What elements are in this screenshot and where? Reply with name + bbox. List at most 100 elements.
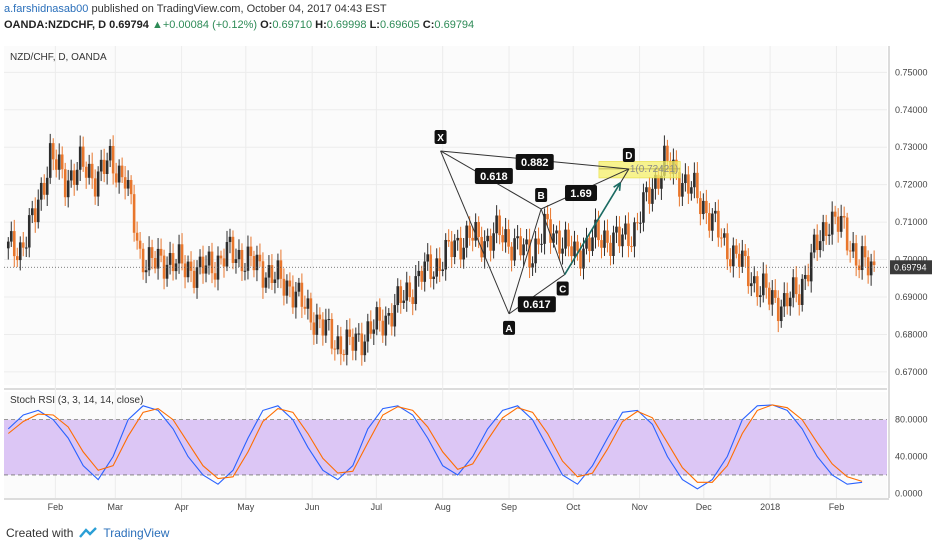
- candle-body: [573, 241, 576, 257]
- candle-body: [444, 239, 447, 270]
- candle-body: [21, 242, 25, 248]
- candle-body: [48, 143, 52, 178]
- candle-body: [69, 170, 73, 181]
- candle-body: [42, 182, 46, 195]
- candle-body: [726, 233, 729, 260]
- candle-body: [222, 258, 226, 267]
- candle-body: [243, 270, 247, 272]
- candle-body: [564, 229, 567, 249]
- ratio-box: [517, 296, 556, 313]
- candle-body: [851, 243, 855, 252]
- candle-body: [872, 261, 876, 266]
- osc-tick-label: 80.0000: [895, 415, 928, 425]
- change-text: +0.00084 (+0.12%): [162, 19, 258, 31]
- candle-body: [132, 194, 136, 233]
- candle-body: [770, 290, 774, 305]
- candle-body: [681, 183, 684, 197]
- candle-body: [375, 307, 379, 330]
- candle-body: [432, 276, 436, 280]
- candle-body: [869, 261, 873, 276]
- candle-body: [459, 237, 462, 260]
- candle-body: [462, 247, 465, 260]
- candle-body: [81, 146, 85, 167]
- stoch-line-d: [7, 404, 863, 483]
- candle-body: [195, 267, 199, 288]
- x-tick-label: Jun: [305, 502, 320, 512]
- candle-body: [186, 261, 190, 278]
- candle-body: [480, 236, 483, 258]
- candle-body: [189, 261, 193, 271]
- candle-body: [702, 200, 705, 215]
- candle-body: [240, 249, 244, 272]
- oscillator-title: Stoch RSI (3, 3, 14, 14, close): [10, 395, 143, 406]
- pattern-point-box: [622, 147, 635, 162]
- candle-body: [579, 250, 582, 269]
- candle-body: [711, 213, 714, 231]
- candle-body: [489, 235, 492, 251]
- candle-body: [408, 282, 412, 298]
- candle-body: [261, 261, 265, 288]
- candle-body: [27, 215, 31, 248]
- candle-body: [723, 233, 726, 238]
- candle-body: [827, 234, 831, 236]
- candle-body: [423, 261, 427, 282]
- candle-body: [12, 231, 16, 257]
- y-tick-label: 0.74000: [895, 105, 928, 115]
- candle-body: [540, 243, 543, 245]
- y-tick-label: 0.73000: [895, 142, 928, 152]
- candle-body: [36, 199, 40, 223]
- candle-body: [336, 336, 340, 350]
- y-tick-label: 0.68000: [895, 329, 928, 339]
- x-tick-label: Feb: [48, 502, 64, 512]
- candle-body: [761, 273, 765, 296]
- stoch-band: [4, 419, 887, 475]
- candle-body: [729, 259, 732, 267]
- candle-body: [246, 246, 250, 271]
- candle-body: [381, 320, 385, 336]
- candle-body: [192, 270, 196, 288]
- candle-body: [105, 160, 109, 174]
- candle-body: [309, 298, 313, 323]
- candle-body: [758, 295, 762, 298]
- candle-body: [213, 273, 217, 280]
- candle-body: [657, 174, 660, 189]
- candle-body: [270, 265, 274, 283]
- y-tick-label: 0.69000: [895, 292, 928, 302]
- candle-body: [390, 313, 394, 327]
- candle-body: [552, 233, 555, 243]
- candle-body: [732, 245, 735, 267]
- candle-body: [33, 208, 37, 223]
- candle-body: [609, 242, 612, 256]
- ratio-box: [565, 184, 598, 201]
- candle-body: [267, 265, 271, 278]
- candle-body: [821, 222, 825, 242]
- candle-body: [276, 260, 280, 280]
- candle-body: [735, 245, 738, 254]
- ratio-box: [474, 167, 513, 184]
- candle-body: [627, 223, 630, 247]
- candle-body: [144, 270, 148, 273]
- y-tick-label: 0.72000: [895, 180, 928, 190]
- candle-body: [279, 260, 283, 279]
- author-link[interactable]: a.farshidnasab00: [4, 3, 89, 15]
- tradingview-brand[interactable]: TradingView: [103, 526, 170, 540]
- candle-body: [588, 237, 591, 252]
- candle-body: [648, 187, 651, 204]
- candle-body: [618, 226, 621, 247]
- candle-body: [453, 240, 456, 258]
- candle-body: [824, 222, 828, 236]
- candle-body: [393, 305, 397, 327]
- candle-body: [741, 250, 744, 267]
- candle-body: [372, 329, 376, 334]
- last-price-tag: [890, 260, 932, 275]
- close-value: 0.69794: [434, 19, 475, 31]
- candle-body: [204, 265, 208, 274]
- candle-body: [666, 145, 669, 161]
- candle-body: [830, 211, 834, 235]
- candle-body: [378, 307, 382, 321]
- candle-body: [663, 145, 666, 176]
- candle-body: [300, 282, 304, 307]
- candle-body: [678, 172, 681, 197]
- ratio-label: 0.882: [521, 157, 549, 169]
